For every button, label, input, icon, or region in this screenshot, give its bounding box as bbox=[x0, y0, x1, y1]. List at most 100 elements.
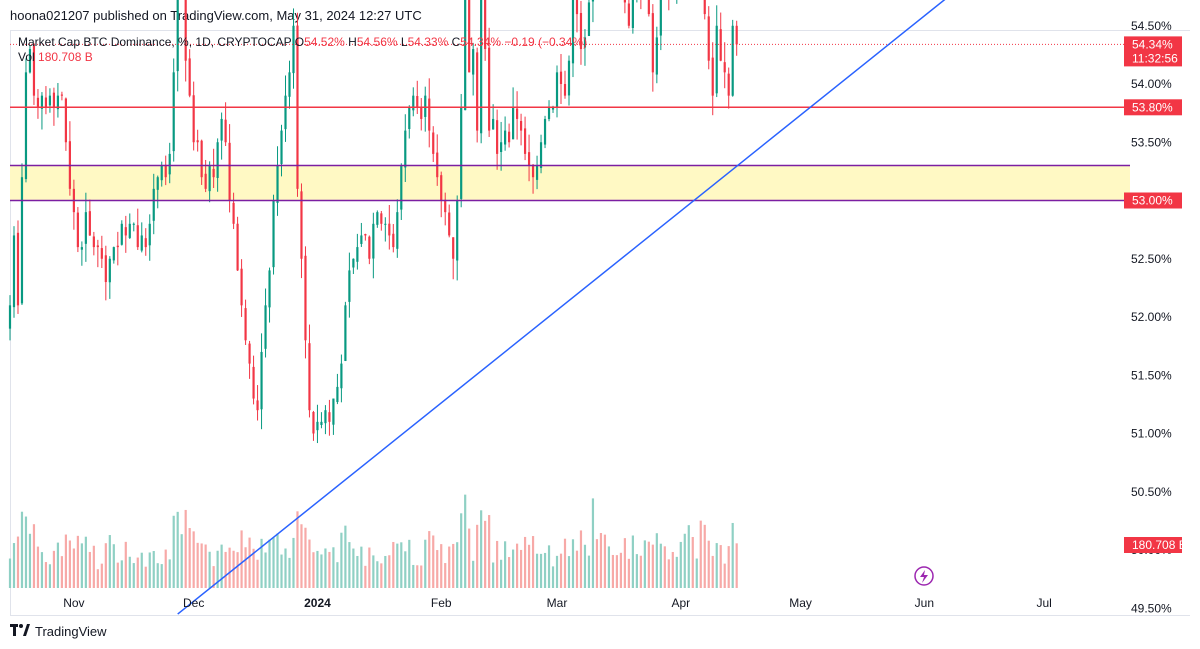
candle-body bbox=[623, 0, 626, 3]
volume-bar bbox=[192, 531, 195, 588]
candle-body bbox=[212, 168, 215, 178]
candle-body bbox=[140, 235, 143, 251]
volume-bar bbox=[280, 554, 283, 588]
candle-body bbox=[52, 92, 56, 108]
candle-body bbox=[396, 212, 399, 249]
symbol-title[interactable]: Market Cap BTC Dominance, %, 1D, CRYPTOC… bbox=[18, 35, 292, 49]
volume-bar bbox=[420, 565, 423, 588]
price-tick-label: 53.50% bbox=[1131, 135, 1172, 149]
candle-body bbox=[651, 13, 654, 73]
candle-body bbox=[24, 72, 28, 180]
volume-bar bbox=[667, 559, 670, 588]
volume-bar bbox=[484, 520, 487, 588]
volume-bar bbox=[480, 510, 483, 588]
high-label: H bbox=[348, 35, 357, 49]
candle-body bbox=[288, 72, 291, 97]
volume-bar bbox=[272, 537, 275, 588]
volume-bar bbox=[735, 543, 738, 588]
candle-body bbox=[48, 95, 52, 106]
candle-body bbox=[8, 305, 12, 329]
candle-body bbox=[456, 200, 459, 261]
price-tick-label: 49.50% bbox=[1131, 601, 1172, 615]
volume-bar bbox=[388, 555, 391, 588]
candle-body bbox=[352, 258, 355, 268]
candle-body bbox=[228, 142, 231, 201]
volume-bar bbox=[659, 543, 662, 588]
volume-bar bbox=[404, 551, 407, 588]
candle-body bbox=[20, 177, 24, 304]
candle-body bbox=[376, 212, 379, 225]
legend-row-ohlc: Market Cap BTC Dominance, %, 1D, CRYPTOC… bbox=[18, 35, 587, 50]
candle-body bbox=[424, 95, 427, 117]
candle-body bbox=[735, 25, 738, 45]
volume-bar bbox=[332, 547, 335, 588]
volume-bar bbox=[723, 563, 726, 588]
published-text: hoona021207 published on TradingView.com… bbox=[10, 8, 422, 23]
candle-body bbox=[480, 0, 483, 134]
volume-bar bbox=[208, 551, 211, 588]
volume-bar bbox=[224, 551, 227, 588]
candle-body bbox=[428, 98, 431, 131]
candle-body bbox=[12, 235, 16, 308]
candle-body bbox=[496, 120, 499, 154]
volume-bar bbox=[523, 536, 527, 588]
candle-body bbox=[388, 223, 391, 236]
candle-body bbox=[204, 173, 207, 189]
volume-bar bbox=[591, 498, 595, 588]
volume-bar bbox=[44, 562, 48, 588]
volume-bar bbox=[252, 548, 255, 588]
candle-body bbox=[312, 411, 315, 434]
candle-body bbox=[88, 211, 91, 236]
volume-bar bbox=[511, 549, 515, 588]
volume-bar bbox=[236, 552, 239, 588]
candle-body bbox=[84, 212, 87, 244]
volume-bar bbox=[268, 539, 271, 588]
candle-body bbox=[380, 213, 383, 224]
volume-bar bbox=[687, 525, 690, 588]
volume-bar bbox=[12, 543, 16, 588]
trendline bbox=[177, 0, 946, 615]
candle-body bbox=[336, 386, 339, 403]
candle-body bbox=[631, 0, 634, 28]
candle-body bbox=[276, 165, 279, 203]
volume-bar bbox=[80, 543, 83, 588]
volume-bar bbox=[699, 520, 702, 588]
time-axis: Nov Dec 2024 Feb Mar Apr May Jun Jul bbox=[63, 596, 1052, 610]
candle-body bbox=[571, 0, 575, 64]
volume-bar bbox=[52, 550, 56, 588]
candle-body bbox=[188, 58, 191, 96]
lower-level-badge-text: 53.00% bbox=[1132, 194, 1173, 208]
time-tick-label: Jul bbox=[1036, 596, 1051, 610]
candle-body bbox=[559, 71, 563, 84]
time-tick-label: Mar bbox=[547, 596, 568, 610]
volume-bar bbox=[220, 544, 223, 588]
time-tick-label: 2024 bbox=[304, 596, 331, 610]
volume-bar bbox=[336, 562, 339, 588]
volume-bar bbox=[651, 544, 654, 588]
candle-body bbox=[547, 107, 551, 120]
volume-bar bbox=[531, 536, 535, 588]
volume-bar bbox=[56, 542, 60, 588]
volume-bar bbox=[595, 539, 599, 588]
footer-brand[interactable]: TradingView bbox=[10, 624, 107, 639]
candle-body bbox=[416, 95, 419, 108]
volume-bar bbox=[643, 540, 646, 588]
open-value: 54.52% bbox=[304, 35, 345, 49]
candle-body bbox=[412, 95, 415, 111]
volume-bar bbox=[228, 547, 231, 588]
volume-bar bbox=[452, 543, 455, 588]
candle-body bbox=[220, 118, 223, 141]
candle-body bbox=[116, 245, 119, 248]
zone-rect bbox=[10, 165, 1130, 201]
volume-bar bbox=[300, 524, 303, 588]
candle-body bbox=[523, 128, 527, 154]
volume-bar bbox=[695, 558, 698, 588]
volume-bar bbox=[204, 544, 207, 588]
time-tick-label: Jun bbox=[915, 596, 934, 610]
volume-bar bbox=[372, 555, 375, 588]
candle-body bbox=[272, 200, 275, 268]
volume-bar bbox=[380, 563, 383, 588]
candle-body bbox=[144, 238, 147, 248]
candle-body bbox=[120, 223, 123, 245]
